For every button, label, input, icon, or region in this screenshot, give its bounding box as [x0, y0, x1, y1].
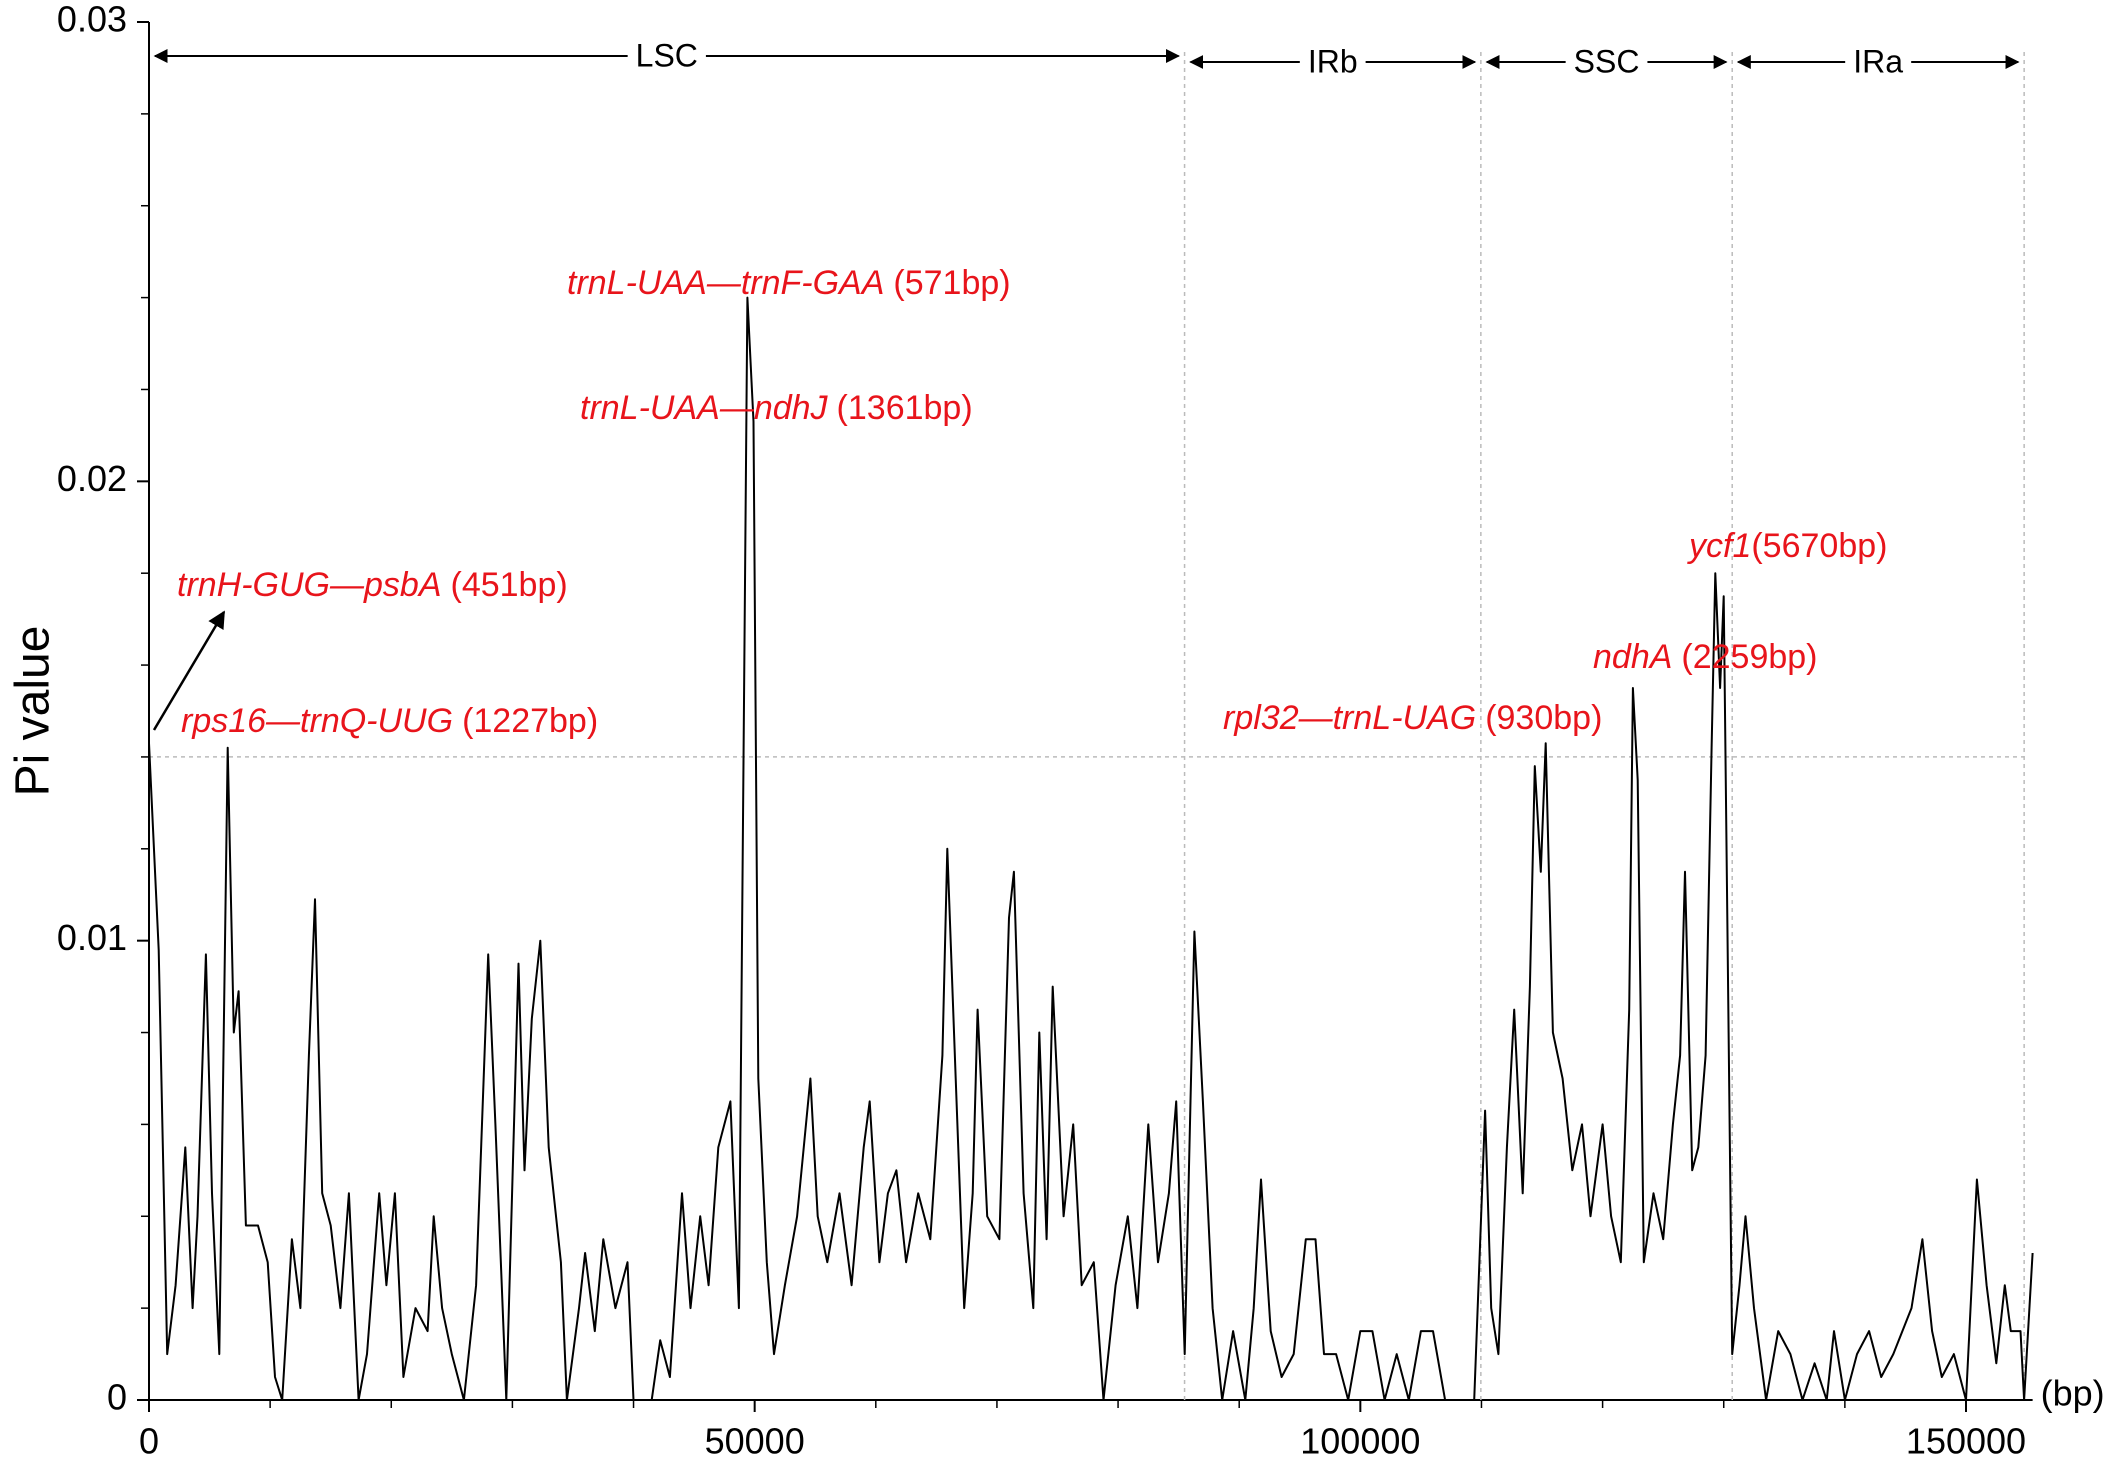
annotation: trnL-UAA—ndhJ (1361bp) — [580, 389, 973, 427]
annotation-size: (451bp) — [451, 566, 568, 604]
y-tick-label: 0.02 — [57, 458, 127, 499]
region-label: IRa — [1853, 43, 1903, 79]
annotation-gene: trnL-UAA—trnF-GAA — [567, 264, 884, 302]
annotation: rps16—trnQ-UUG (1227bp) — [181, 702, 598, 740]
y-tick-label: 0.01 — [57, 917, 127, 958]
x-axis-label: (bp) — [2041, 1373, 2105, 1414]
annotation: trnL-UAA—trnF-GAA (571bp) — [567, 264, 1011, 302]
annotation-size: (5670bp) — [1751, 527, 1887, 565]
annotation: ycf1(5670bp) — [1687, 527, 1887, 565]
annotation: trnH-GUG—psbA (451bp) — [177, 566, 568, 604]
annotation-gene: ndhA — [1593, 638, 1672, 676]
annotation-size: (930bp) — [1485, 699, 1602, 737]
annotation-gene: trnL-UAA—ndhJ — [580, 389, 829, 427]
y-tick-label: 0.03 — [57, 0, 127, 40]
x-tick-label: 100000 — [1300, 1421, 1420, 1462]
region-label: IRb — [1308, 43, 1358, 79]
annotation-size: (1361bp) — [837, 389, 973, 427]
region-label: LSC — [636, 37, 698, 73]
x-tick-label: 50000 — [705, 1421, 805, 1462]
annotation-arrow — [152, 610, 226, 731]
y-tick-label: 0 — [107, 1377, 127, 1418]
x-tick-label: 0 — [139, 1421, 159, 1462]
annotation-size: (571bp) — [893, 264, 1010, 302]
annotation-gene: trnH-GUG—psbA — [177, 566, 442, 604]
y-axis-label: Pi value — [7, 626, 60, 797]
annotation-gene: rpl32—trnL-UAG — [1223, 699, 1476, 737]
pi-line — [148, 296, 2034, 1401]
annotation-gene: ycf1 — [1687, 527, 1751, 565]
x-tick-label: 150000 — [1906, 1421, 2026, 1462]
region-label: SSC — [1574, 43, 1640, 79]
annotation-size: (2259bp) — [1681, 638, 1817, 676]
annotation: rpl32—trnL-UAG (930bp) — [1223, 699, 1602, 737]
annotation: ndhA (2259bp) — [1593, 638, 1818, 676]
annotation-gene: rps16—trnQ-UUG — [181, 702, 453, 740]
annotation-size: (1227bp) — [462, 702, 598, 740]
